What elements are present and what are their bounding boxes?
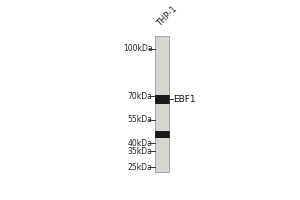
Text: 25kDa: 25kDa [128, 163, 153, 172]
Bar [155, 36, 169, 172]
Text: 40kDa: 40kDa [128, 139, 153, 148]
Text: EBF1: EBF1 [173, 95, 196, 104]
Text: 55kDa: 55kDa [128, 115, 153, 124]
Text: 70kDa: 70kDa [128, 92, 153, 101]
Text: THP-1: THP-1 [155, 5, 179, 29]
Text: 35kDa: 35kDa [128, 147, 153, 156]
Text: 100kDa: 100kDa [123, 44, 153, 53]
